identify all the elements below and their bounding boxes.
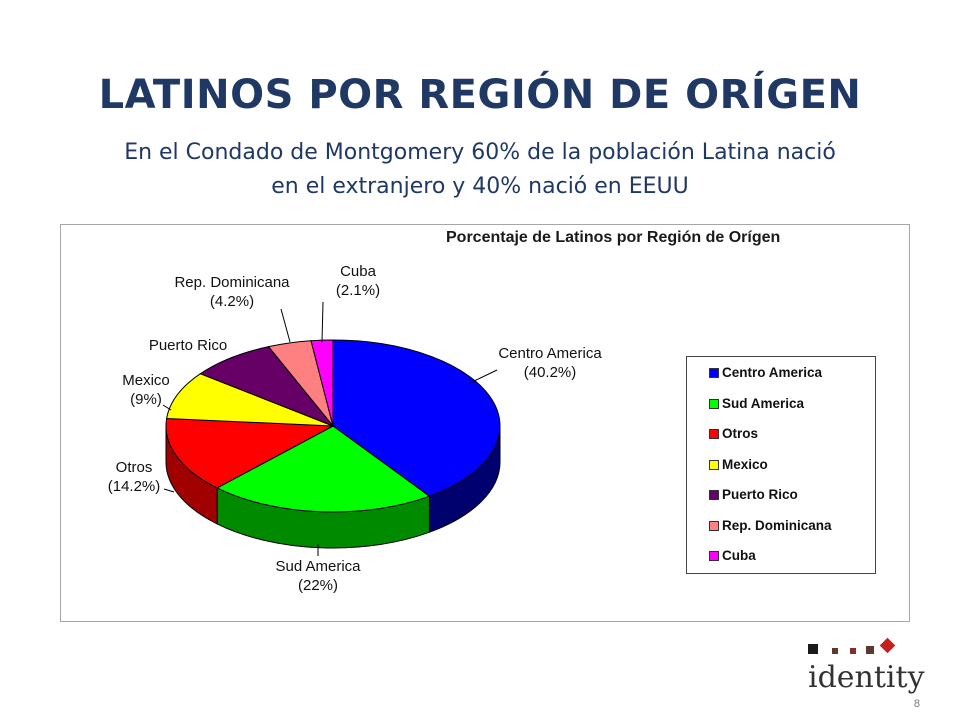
pie-slice-otros (165, 417, 335, 489)
legend-swatch (709, 520, 719, 531)
legend-item: Mexico (709, 457, 875, 488)
logo-square-4 (866, 646, 874, 654)
legend-swatch (709, 398, 719, 409)
pie-slice-mexico (166, 373, 334, 427)
logo-diamond (879, 637, 896, 654)
leader-line (321, 301, 324, 343)
leader-line (469, 369, 498, 384)
legend-swatch (709, 368, 719, 378)
legend-label: Puerto Rico (722, 487, 798, 502)
pie-labels: Centro America (40.2%) Sud America (22%) Otr… (108, 263, 603, 594)
slice-label: Otros (116, 459, 153, 476)
legend-swatch (709, 490, 719, 500)
leader-line (280, 308, 291, 343)
legend-label: Cuba (722, 548, 756, 563)
legend-label: Mexico (722, 456, 768, 472)
legend-item: Otros (709, 426, 875, 457)
chart-title: Porcentaje de Latinos por Región de Oríg… (446, 229, 781, 246)
slice-value-label: (4.2%) (210, 293, 254, 310)
slice-value-label: (9%) (130, 391, 162, 408)
page-number: 8 (913, 698, 920, 710)
slice-label: Rep. Dominicana (174, 274, 290, 291)
subtitle-line-2: en el extranjero y 40% nació en EEUU (271, 174, 689, 199)
logo-square-1 (808, 644, 818, 654)
legend-item: Rep. Dominicana (709, 518, 875, 549)
slice-value-label: (14.2%) (108, 478, 161, 495)
legend-swatch (709, 429, 719, 439)
leader-line (162, 404, 172, 411)
slice-label: Centro America (498, 345, 602, 362)
logo-squares (808, 637, 898, 658)
legend-item: Sud America (709, 396, 875, 427)
legend-label: Rep. Dominicana (722, 517, 832, 533)
slice-value-label: (40.2%) (524, 364, 577, 381)
legend-swatch (709, 551, 719, 561)
legend-item: Cuba (709, 548, 875, 579)
legend-item: Centro America (709, 365, 875, 396)
slice-label: Cuba (340, 263, 377, 280)
logo-square-2 (832, 648, 838, 654)
slice-value-label: (2.1%) (336, 282, 380, 299)
slice-value-label: (22%) (298, 577, 338, 594)
pie-slice-puerto-rico (199, 346, 335, 428)
subtitle-line-1: En el Condado de Montgomery 60% de la po… (124, 140, 836, 165)
logo-square-3 (850, 648, 856, 654)
identity-logo: identity 8 (800, 632, 925, 712)
slice-label: Mexico (122, 372, 170, 389)
pie-slices (165, 339, 501, 513)
slice-label: Puerto Rico (149, 337, 227, 354)
pie-slice-centro-america (332, 339, 501, 497)
legend-swatch (709, 459, 719, 470)
leader-line (163, 488, 175, 493)
slice-label: Sud America (275, 558, 361, 575)
legend-label: Otros (722, 426, 759, 441)
logo-text: identity (808, 660, 925, 695)
pie-slice-sud-america (216, 425, 431, 513)
legend-label: Centro America (722, 365, 823, 380)
slide-subtitle: En el Condado de Montgomery 60% de la po… (40, 136, 920, 204)
legend-item: Puerto Rico (709, 487, 875, 518)
legend-label: Sud America (722, 395, 805, 411)
slide-title: LATINOS POR REGIÓN DE ORÍGEN (98, 72, 862, 118)
chart-legend: Centro America Sud America Otros Mexico Puer… (686, 356, 876, 574)
